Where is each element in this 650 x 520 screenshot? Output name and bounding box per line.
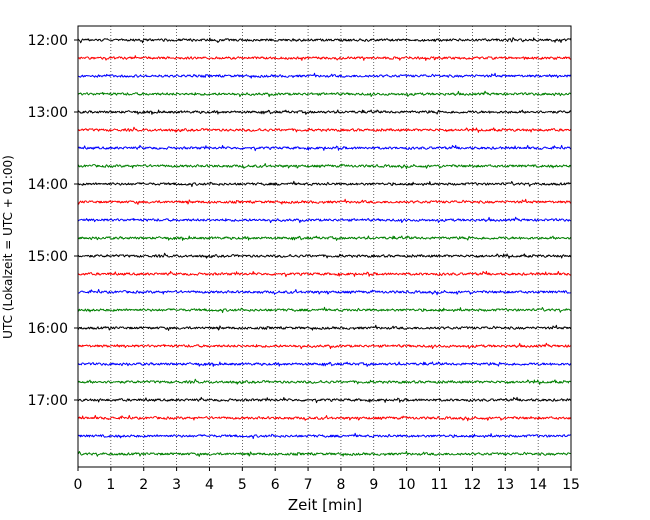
x-tick-label: 6 — [271, 477, 280, 493]
y-tick-label: 16:00 — [28, 321, 68, 337]
x-tick-label: 3 — [172, 477, 181, 493]
trace-1515 — [77, 270, 572, 278]
x-tick-label: 1 — [106, 477, 115, 493]
trace-1245 — [77, 90, 572, 98]
trace-1645 — [77, 378, 572, 385]
trace-1315 — [77, 126, 572, 133]
x-tick-label: 12 — [463, 477, 481, 493]
x-tick-label: 15 — [562, 477, 580, 493]
trace-1500 — [77, 252, 572, 259]
seismic-traces — [77, 37, 572, 457]
trace-1700 — [77, 396, 572, 404]
x-tick-label: 2 — [139, 477, 148, 493]
x-tick-label: 13 — [496, 477, 514, 493]
y-axis-label: UTC (Lokalzeit = UTC + 01:00) — [1, 155, 15, 339]
y-tick-label: 15:00 — [28, 249, 68, 265]
trace-1415 — [77, 198, 572, 205]
trace-1615 — [77, 342, 572, 350]
trace-1215 — [77, 55, 572, 61]
trace-1630 — [77, 361, 572, 367]
y-tick-label: 13:00 — [28, 105, 68, 121]
x-tick-label: 14 — [529, 477, 547, 493]
x-tick-label: 11 — [431, 477, 449, 493]
trace-1345 — [77, 163, 572, 170]
plot-frame — [77, 25, 572, 468]
trace-1445 — [77, 235, 572, 241]
x-tick-label: 9 — [369, 477, 378, 493]
y-tick-label: 14:00 — [28, 177, 68, 193]
x-tick-label: 0 — [74, 477, 83, 493]
trace-1545 — [77, 306, 572, 314]
x-tick-label: 5 — [238, 477, 247, 493]
trace-1230 — [77, 72, 572, 79]
y-axis-ticks: 12:00 13:00 14:00 15:00 16:00 17:00 — [28, 33, 78, 409]
trace-1715 — [77, 414, 572, 422]
trace-1400 — [77, 180, 572, 188]
x-axis-label: Zeit [min] — [288, 496, 362, 514]
trace-1430 — [77, 216, 572, 224]
x-axis-ticks: 0 1 2 3 4 5 6 7 8 9 10 11 12 13 14 15 — [74, 467, 580, 493]
trace-1745 — [77, 450, 572, 457]
y-tick-label: 12:00 — [28, 33, 68, 49]
x-tick-label: 8 — [336, 477, 345, 493]
trace-1530 — [77, 288, 572, 296]
trace-1730 — [77, 432, 572, 440]
x-tick-label: 7 — [304, 477, 313, 493]
x-tick-label: 10 — [398, 477, 416, 493]
trace-1300 — [77, 109, 572, 115]
y-tick-label: 17:00 — [28, 393, 68, 409]
trace-1200 — [77, 37, 572, 44]
x-tick-label: 4 — [205, 477, 214, 493]
trace-1600 — [77, 324, 572, 331]
trace-1330 — [77, 144, 572, 152]
